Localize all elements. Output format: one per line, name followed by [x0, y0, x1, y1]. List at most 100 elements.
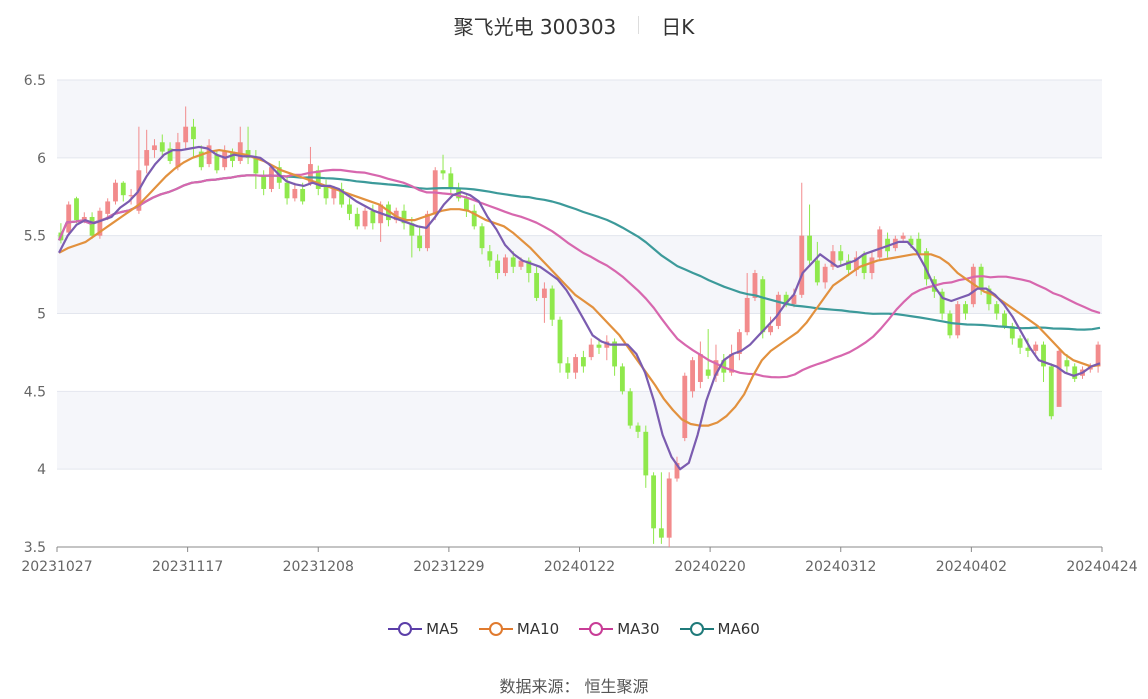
candle-body [464, 198, 469, 211]
candle-body [924, 251, 929, 280]
legend-marker-icon [478, 622, 513, 636]
candle-body [1017, 338, 1023, 348]
candle-body [674, 462, 680, 479]
candle-body [541, 288, 547, 298]
candle-body [970, 266, 976, 305]
candle-body [300, 188, 306, 202]
legend-label: MA30 [617, 620, 660, 638]
period-label: 日K [661, 14, 695, 39]
candle-body [1009, 325, 1015, 339]
legend-marker-icon [679, 622, 714, 636]
x-tick-label: 20240402 [936, 559, 1007, 575]
candle-body [448, 173, 454, 189]
candle-body [89, 216, 95, 236]
candle-body [573, 357, 579, 373]
candle-body [861, 254, 867, 274]
candle-body [978, 266, 984, 289]
candle-body [651, 475, 657, 529]
legend-label: MA10 [516, 620, 560, 638]
candle-body [502, 257, 508, 274]
legend-item-ma30[interactable]: MA30 [579, 620, 660, 638]
grid-band [57, 391, 1102, 470]
legend-label: MA5 [426, 620, 459, 638]
candle-body [807, 235, 812, 261]
candle-body [253, 157, 259, 174]
candle-body [222, 151, 228, 168]
candle-body [479, 226, 485, 249]
candle-body [120, 182, 126, 196]
moving-average-lines [57, 145, 1101, 471]
candle-body [1056, 350, 1062, 407]
candle-body [729, 353, 734, 373]
candle-body [916, 238, 922, 255]
candle-body [1025, 347, 1031, 351]
title-separator [638, 16, 640, 34]
data-source: 数据来源： 恒生聚源 [499, 677, 649, 696]
grid-band [57, 235, 1102, 314]
grid-bands [57, 80, 1102, 547]
candle-body [425, 213, 430, 249]
candle-body [417, 235, 423, 249]
candle-body [292, 188, 298, 199]
ma10-line [58, 149, 1101, 427]
candle-body [939, 291, 945, 314]
candle-body [612, 341, 618, 367]
candle-body [534, 273, 540, 298]
candle-body [370, 210, 376, 224]
candle-body [347, 204, 352, 214]
grid-band [57, 313, 1102, 392]
candle-body [1002, 313, 1007, 326]
stock-name: 聚飞光电 300303 [453, 14, 617, 39]
candle-body [214, 154, 220, 171]
legend-item-ma10[interactable]: MA10 [478, 620, 560, 638]
candle-body [955, 304, 961, 336]
candle-body [269, 167, 274, 189]
candle-body [284, 182, 290, 199]
x-tick-label: 20231229 [413, 559, 484, 575]
candle-body [401, 210, 407, 224]
legend-item-ma5[interactable]: MA5 [388, 620, 459, 638]
grid-band [57, 469, 1102, 547]
candle-body [799, 235, 805, 295]
candle-body [175, 142, 181, 168]
legend: MA5 MA10 MA30 MA60 [0, 620, 1148, 638]
candle-body [526, 260, 532, 274]
y-tick-label: 6 [37, 151, 46, 167]
candle-body [588, 344, 594, 358]
candle-body [690, 360, 695, 392]
candle-body [362, 210, 368, 227]
candle-body [386, 204, 391, 221]
legend-item-ma60[interactable]: MA60 [679, 620, 760, 638]
candle-body [986, 288, 992, 305]
legend-marker-icon [579, 622, 614, 636]
candle-body [557, 319, 563, 364]
candle-body [736, 332, 742, 354]
candle-body [167, 148, 173, 161]
candle-body [66, 204, 72, 233]
y-tick-label: 5 [37, 307, 46, 323]
candle-body [339, 188, 345, 205]
candle-body [198, 151, 204, 168]
candle-body [487, 251, 493, 261]
candle-body [814, 260, 820, 283]
candle-body [191, 126, 196, 140]
candle-body [128, 195, 134, 197]
candle-body [183, 126, 189, 143]
grid-band [57, 157, 1102, 236]
candle-body [838, 251, 844, 261]
candle-body [596, 344, 602, 348]
candle-body [752, 273, 758, 298]
candle-body [643, 431, 649, 476]
candle-body [81, 216, 87, 221]
y-tick-label: 5.5 [24, 229, 46, 245]
x-tick-label: 20231027 [21, 559, 92, 575]
candle-body [495, 260, 501, 274]
candle-body [409, 223, 415, 236]
y-tick-label: 3.5 [24, 540, 46, 556]
candle-body [744, 297, 750, 333]
x-tick-label: 20231208 [283, 559, 354, 575]
legend-label: MA60 [717, 620, 760, 638]
candle-body [1072, 366, 1078, 379]
candle-body [1033, 344, 1039, 351]
candle-body [159, 142, 165, 152]
